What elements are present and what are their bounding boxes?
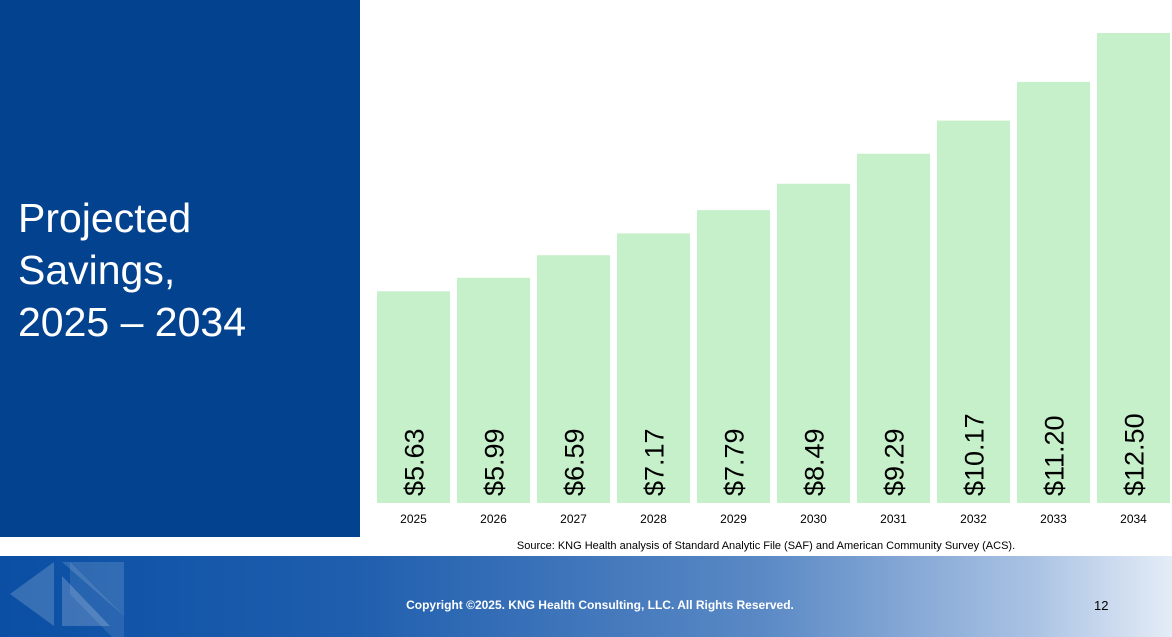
bar-2029 bbox=[697, 210, 770, 503]
x-tick-label: 2033 bbox=[1040, 512, 1067, 526]
bar-value-label: $7.17 bbox=[640, 428, 670, 496]
x-tick-label: 2028 bbox=[640, 512, 667, 526]
x-tick-label: 2031 bbox=[880, 512, 907, 526]
slide-title-line: Savings, bbox=[18, 247, 176, 293]
slide-title-line: Projected bbox=[18, 195, 192, 241]
x-tick-label: 2032 bbox=[960, 512, 987, 526]
bar-value-label: $5.63 bbox=[400, 428, 430, 496]
x-tick-label: 2030 bbox=[800, 512, 827, 526]
bar-2034 bbox=[1097, 33, 1170, 503]
bar-value-label: $6.59 bbox=[560, 428, 590, 496]
bar-2025 bbox=[377, 291, 450, 503]
bar-value-label: $10.17 bbox=[960, 413, 990, 496]
bar-value-label: $8.49 bbox=[800, 428, 830, 496]
x-tick-label: 2025 bbox=[400, 512, 427, 526]
bar-value-label: $5.99 bbox=[480, 428, 510, 496]
bar-value-label: $11.20 bbox=[1040, 415, 1070, 496]
bar-2028 bbox=[617, 233, 690, 503]
kng-logo-icon bbox=[10, 562, 124, 637]
bar-2031 bbox=[857, 153, 930, 504]
bar-2027 bbox=[537, 255, 610, 503]
slide-title-line: 2025 – 2034 bbox=[18, 299, 247, 345]
bar-value-label: $9.29 bbox=[880, 428, 910, 496]
page-number: 12 bbox=[1094, 598, 1109, 613]
x-tick-label: 2026 bbox=[480, 512, 507, 526]
footer-bar: Copyright ©2025. KNG Health Consulting, … bbox=[0, 556, 1172, 637]
source-note: Source: KNG Health analysis of Standard … bbox=[516, 540, 1016, 552]
savings-bar-chart: $5.63 2025 $5.99 2026 $6.59 2027 $7.17 2028 $7.7… bbox=[377, 33, 1170, 526]
title-panel: Projected Savings, 2025 – 2034 bbox=[0, 0, 360, 537]
bar-2026 bbox=[457, 277, 530, 503]
bar-value-label: $12.50 bbox=[1120, 413, 1150, 496]
x-tick-label: 2029 bbox=[720, 512, 747, 526]
bar-value-label: $7.79 bbox=[720, 428, 750, 496]
bar-2030 bbox=[777, 183, 850, 503]
copyright-notice: Copyright ©2025. KNG Health Consulting, … bbox=[406, 598, 794, 612]
bar-2033 bbox=[1017, 81, 1090, 503]
x-tick-label: 2034 bbox=[1120, 512, 1147, 526]
bar-2032 bbox=[937, 120, 1010, 503]
x-tick-label: 2027 bbox=[560, 512, 587, 526]
slide-title: Projected Savings, 2025 – 2034 bbox=[18, 192, 348, 348]
